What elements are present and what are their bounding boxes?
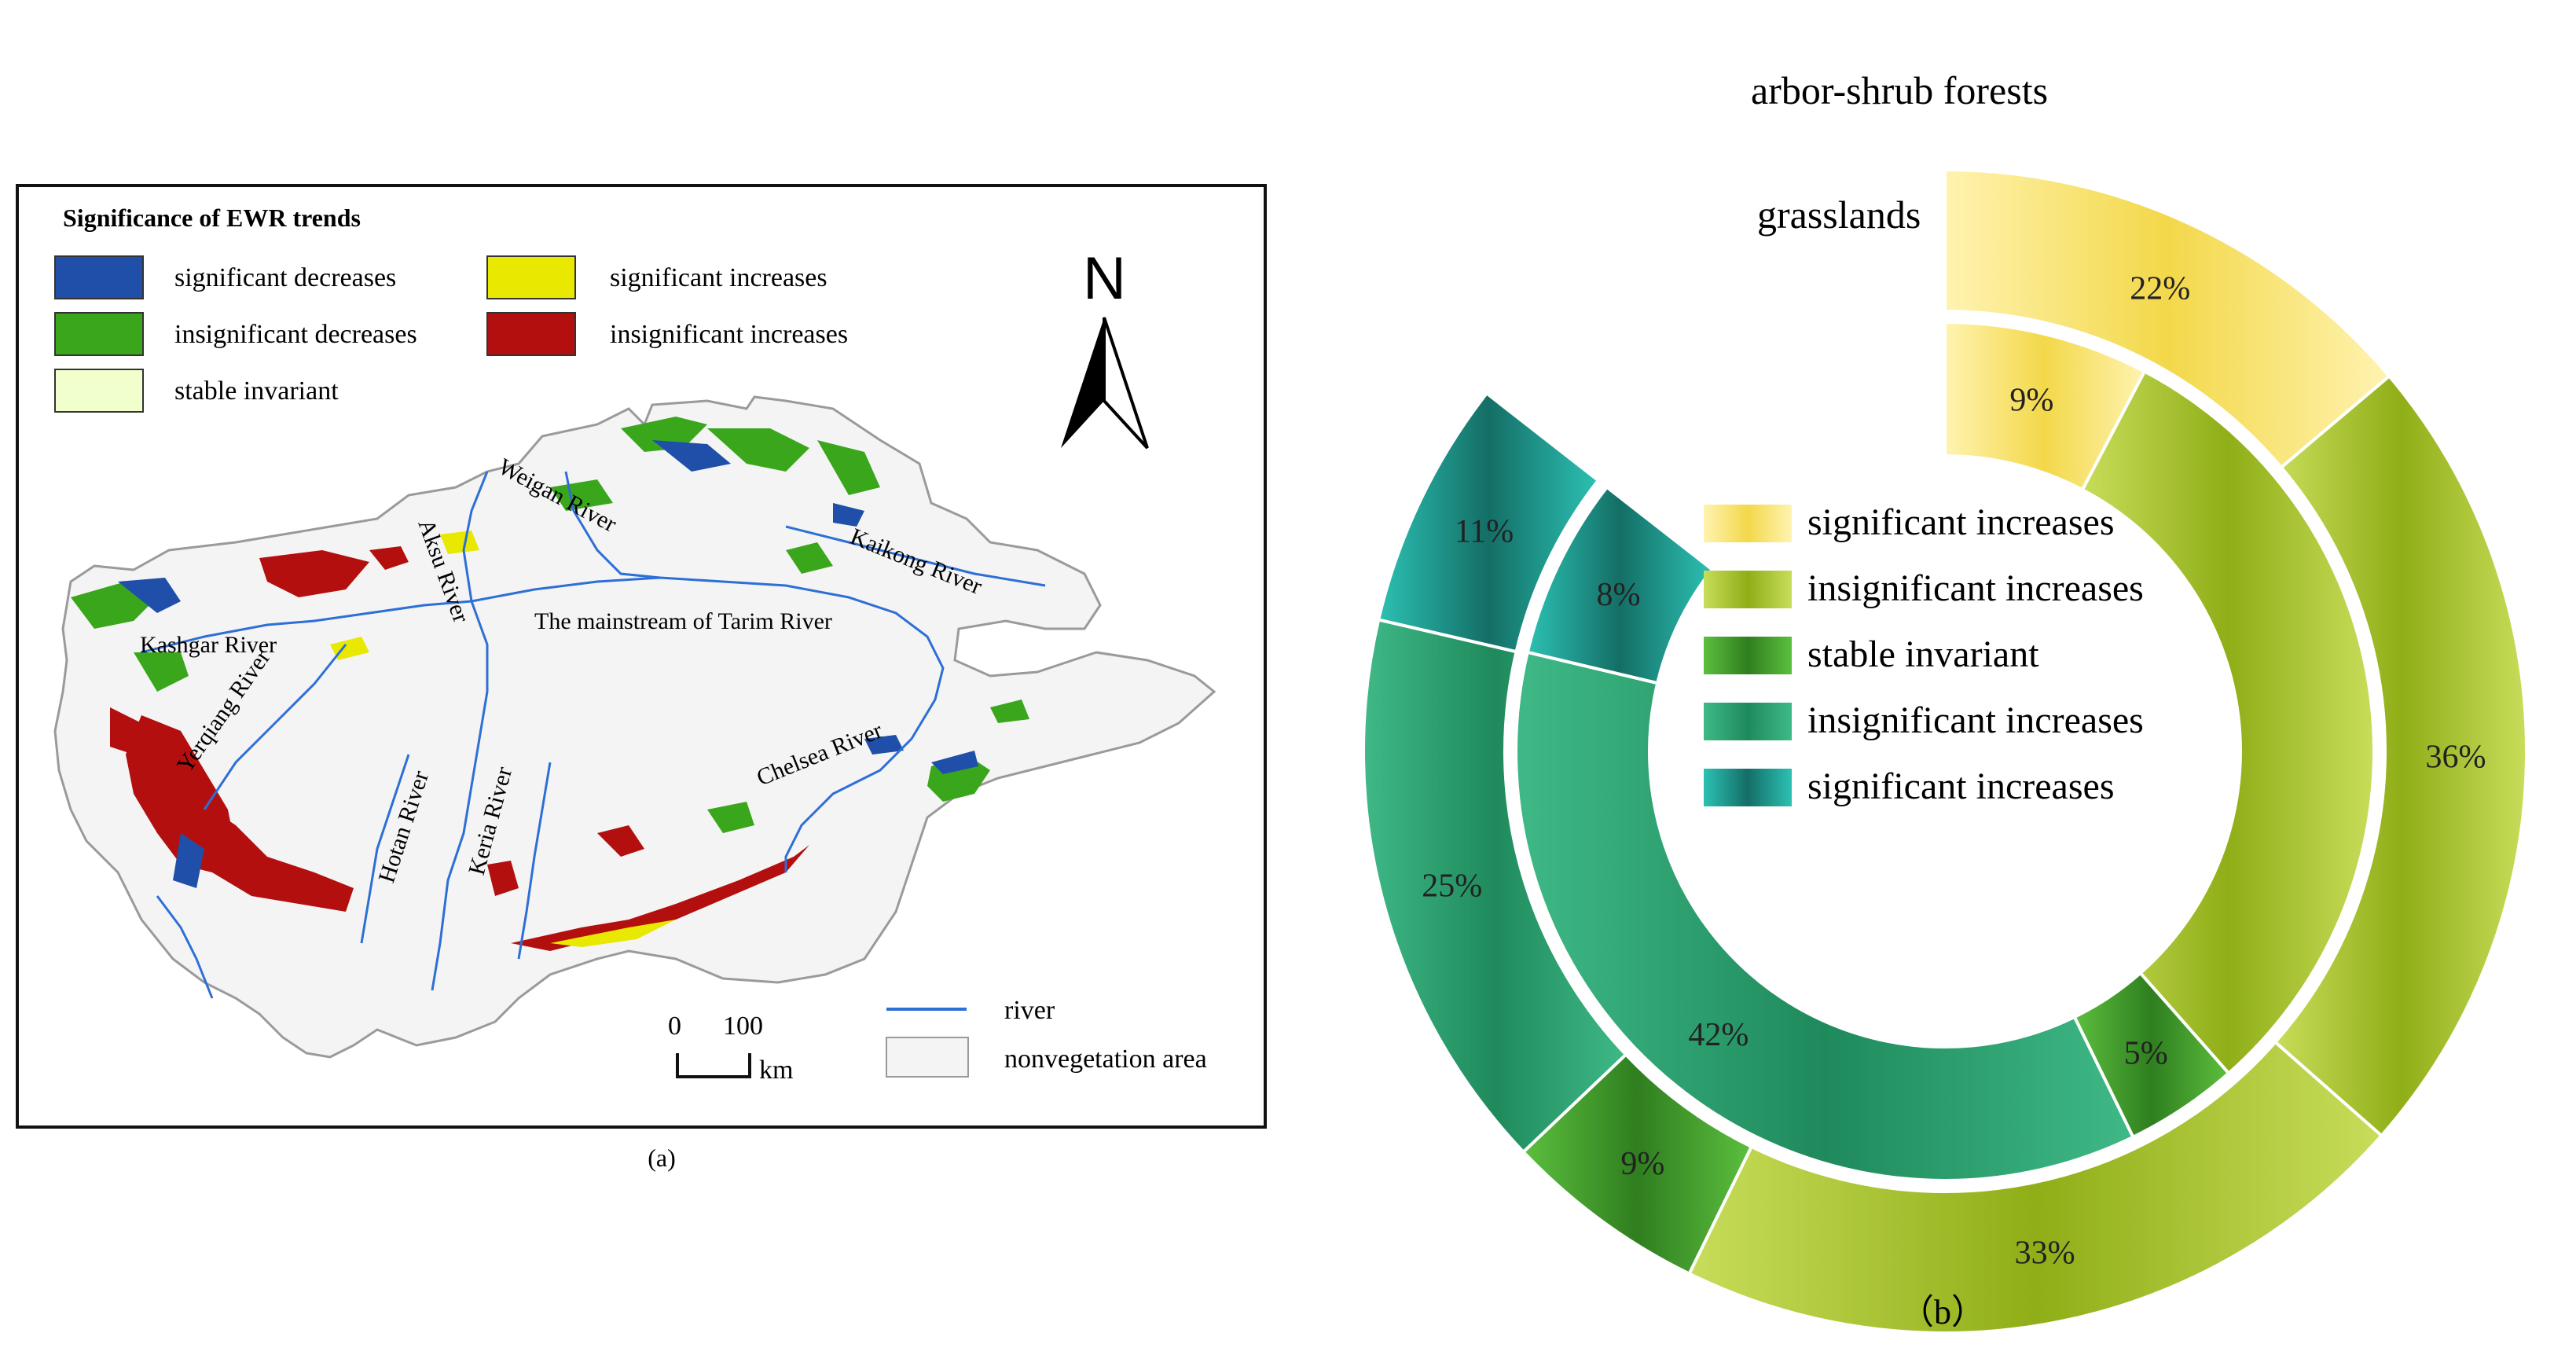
panel-a-caption: (a) <box>648 1144 676 1172</box>
ring-0-slice-5 <box>1376 391 1601 654</box>
donut-legend-label-1: insignificant increases <box>1807 567 2144 609</box>
ring-0-slice-4-label: 25% <box>1422 868 1482 905</box>
scale-zero-label: 0 <box>668 1012 681 1041</box>
legend-label-insignificant-increases: insignificant increases <box>610 320 848 349</box>
ring-0-slice-3-label: 9% <box>1620 1146 1664 1182</box>
legend-label-insignificant-decreases: insignificant decreases <box>174 320 417 349</box>
ring-0-slice-2-label: 33% <box>2015 1235 2075 1271</box>
legend-label-nonvegetation: nonvegetation area <box>1004 1045 1207 1074</box>
legend-label-stable-invariant: stable invariant <box>174 376 339 406</box>
ring-0-slice-2 <box>1686 1040 2384 1335</box>
donut-legend-swatch-1 <box>1704 571 1792 608</box>
ring-0-slice-0-label: 22% <box>2130 270 2190 307</box>
scale-unit-label: km <box>759 1056 793 1085</box>
donut-legend-label-4: significant increases <box>1807 766 2115 807</box>
donut-legend-label-0: significant increases <box>1807 501 2115 543</box>
ring-0-slice-5-label: 11% <box>1455 514 1514 550</box>
ring-0-slice-1-label: 36% <box>2425 740 2486 776</box>
north-arrow-icon: N <box>1061 245 1149 450</box>
river-label-kashgar: Kashgar River <box>140 632 277 658</box>
ring-1-slice-4-label: 8% <box>1597 577 1641 613</box>
ring-0-slice-1 <box>2273 373 2528 1138</box>
map-panel: Significance of EWR trends significant d… <box>16 184 1267 1172</box>
donut-legend: significant increases insignificant incr… <box>1704 501 2144 807</box>
legend-swatch-significant-increases <box>486 255 576 299</box>
scale-hundred-label: 100 <box>723 1012 763 1041</box>
legend-label-river: river <box>1004 996 1055 1025</box>
map-legend: Significance of EWR trends significant d… <box>54 204 848 413</box>
ring-1-slice-3 <box>1514 650 2136 1182</box>
vegetation-patches <box>71 417 1029 951</box>
donut-chart: 22% 36% 33% 9% 25% 11% 9% 5% 42% 8% arbor-shrub f… <box>1362 68 2528 1335</box>
panel-b-caption: （b） <box>1899 1293 1986 1331</box>
legend-label-significant-decreases: significant decreases <box>174 263 396 292</box>
donut-legend-swatch-3 <box>1704 703 1792 740</box>
ring-1-slice-1 <box>2080 369 2376 1076</box>
legend-swatch-stable-invariant <box>54 369 144 413</box>
map-legend-title: Significance of EWR trends <box>63 204 361 232</box>
donut-legend-swatch-0 <box>1704 505 1792 542</box>
ring-1-slice-2-label: 5% <box>2124 1036 2168 1072</box>
donut-legend-swatch-2 <box>1704 637 1792 674</box>
ring-1-slice-3-label: 42% <box>1688 1017 1749 1053</box>
map-secondary-legend: river nonvegetation area <box>886 996 1207 1078</box>
river-network <box>141 471 1046 999</box>
legend-label-significant-increases: significant increases <box>610 263 827 292</box>
donut-legend-label-2: stable invariant <box>1807 633 2039 675</box>
ring-label-arbor-shrub-forests: arbor-shrub forests <box>1751 68 2048 112</box>
ring-1-slice-0-label: 9% <box>2009 382 2053 418</box>
legend-swatch-significant-decreases <box>54 255 144 299</box>
donut-rings: 22% 36% 33% 9% 25% 11% 9% 5% 42% 8% <box>1362 167 2528 1335</box>
north-label: N <box>1083 245 1126 312</box>
donut-legend-label-3: insignificant increases <box>1807 700 2144 741</box>
legend-swatch-insignificant-increases <box>486 312 576 356</box>
donut-legend-swatch-4 <box>1704 769 1792 806</box>
ring-1-slice-4 <box>1525 485 1715 685</box>
river-label-tarim-mainstream: The mainstream of Tarim River <box>534 608 832 634</box>
scale-bar: 0 100 km <box>668 1012 793 1085</box>
legend-swatch-nonvegetation <box>886 1037 969 1078</box>
legend-swatch-insignificant-decreases <box>54 312 144 356</box>
ring-label-grasslands: grasslands <box>1757 193 1921 237</box>
